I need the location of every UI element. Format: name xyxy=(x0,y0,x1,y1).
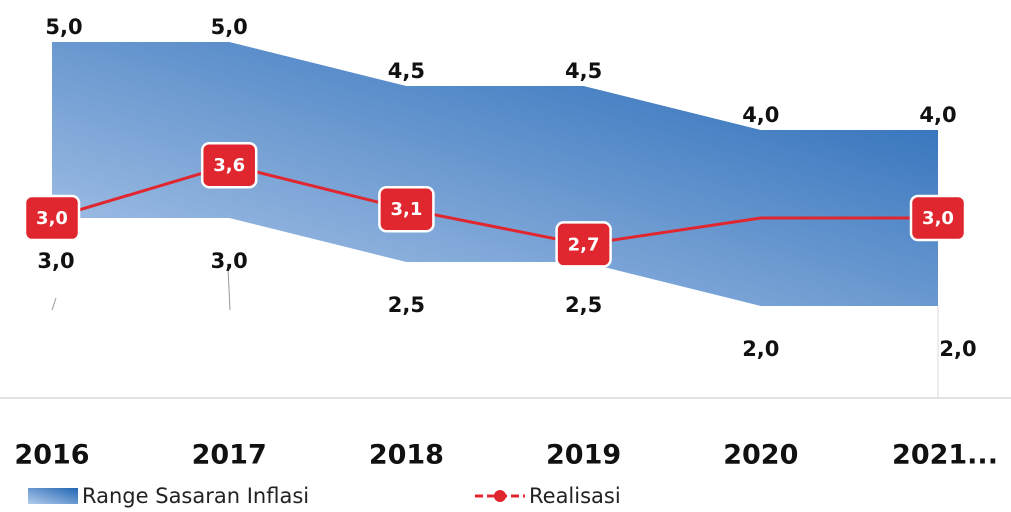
low-label: 3,0 xyxy=(211,249,248,273)
x-tick-label: 2021... xyxy=(892,440,998,471)
point-label: 3,1 xyxy=(390,199,422,220)
high-label: 5,0 xyxy=(45,15,82,39)
point-label: 3,0 xyxy=(922,208,954,229)
x-tick-label: 2018 xyxy=(369,440,444,471)
legend-dot xyxy=(494,490,506,502)
point-box xyxy=(378,185,435,233)
x-tick-label: 2019 xyxy=(546,440,621,471)
legend-label: Realisasi xyxy=(529,484,621,508)
point-marker: 2,7 xyxy=(555,221,612,268)
leader-line xyxy=(51,297,57,311)
legend: Range Sasaran Inflasi Realisasi xyxy=(28,484,621,508)
high-label: 4,5 xyxy=(565,59,602,83)
high-label: 4,0 xyxy=(742,103,779,127)
point-box xyxy=(555,221,612,268)
point-marker: 3,0 xyxy=(23,194,81,242)
point-label: 3,0 xyxy=(36,208,68,229)
point-label: 3,6 xyxy=(213,155,245,176)
x-tick-label: 2020 xyxy=(723,440,798,471)
range-band xyxy=(52,42,938,306)
legend-label: Range Sasaran Inflasi xyxy=(82,484,309,508)
point-box xyxy=(23,194,81,242)
point-label: 2,7 xyxy=(568,234,600,255)
point-box xyxy=(909,194,967,242)
point-marker: 3,6 xyxy=(200,141,258,189)
realisasi-line xyxy=(51,163,938,246)
low-label: 2,5 xyxy=(388,293,425,317)
low-label: 2,0 xyxy=(742,337,779,361)
point-box xyxy=(200,141,258,189)
legend-swatch xyxy=(28,488,78,504)
point-marker: 3,1 xyxy=(378,185,435,233)
high-label: 5,0 xyxy=(211,15,248,39)
high-label: 4,0 xyxy=(919,103,956,127)
x-tick-label: 2017 xyxy=(192,440,267,471)
low-label: 3,0 xyxy=(37,249,74,273)
high-label: 4,5 xyxy=(388,59,425,83)
leader-line xyxy=(227,267,231,311)
low-label: 2,5 xyxy=(565,293,602,317)
low-label: 2,0 xyxy=(939,337,976,361)
x-tick-label: 2016 xyxy=(14,440,89,471)
point-marker: 3,0 xyxy=(909,194,967,242)
